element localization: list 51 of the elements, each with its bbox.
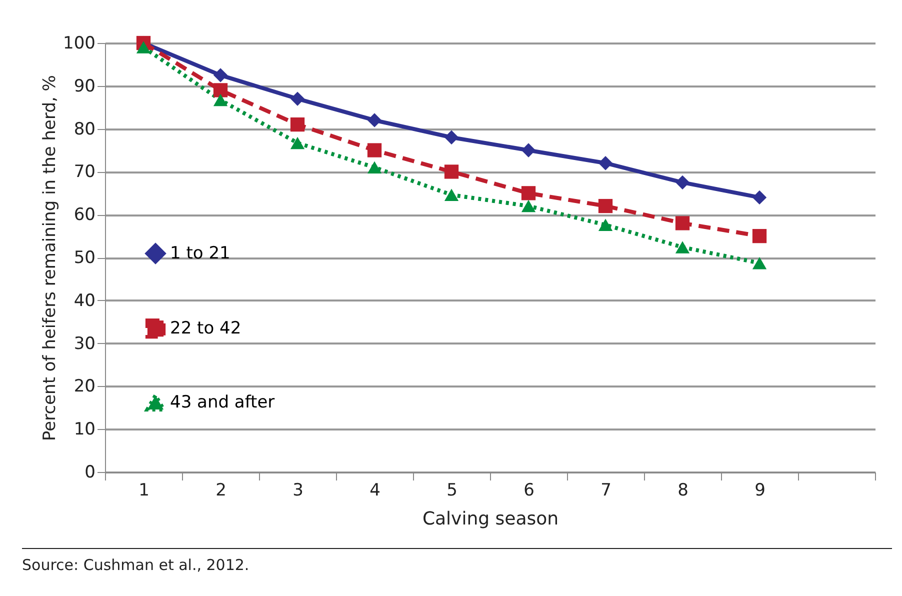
- point: [213, 68, 228, 82]
- x-tick-label: 7: [600, 480, 612, 500]
- y-tick-label: 90: [74, 76, 96, 96]
- x-tick-label: 6: [524, 480, 534, 500]
- point: [290, 92, 305, 106]
- y-tick-label: 0: [84, 462, 96, 482]
- y-tick-label: 30: [74, 334, 96, 354]
- point: [213, 94, 228, 106]
- point: [598, 156, 613, 170]
- point: [367, 161, 382, 174]
- x-tick-label: 1: [138, 480, 150, 500]
- point: [213, 83, 228, 98]
- x-tick-label: 8: [678, 480, 688, 500]
- y-tick-label: 60: [74, 205, 96, 226]
- y-tick-label: 10: [74, 420, 96, 440]
- point: [136, 41, 151, 54]
- y-tick-label: 100: [63, 34, 96, 54]
- x-tick-label: 9: [754, 480, 766, 500]
- point: [752, 256, 767, 270]
- point: [444, 188, 459, 201]
- point: [521, 186, 536, 200]
- point: [521, 200, 536, 212]
- point: [521, 143, 536, 158]
- point: [675, 216, 690, 230]
- point: [444, 164, 459, 179]
- x-tick-label: 5: [446, 480, 458, 500]
- point: [598, 198, 613, 214]
- legend-label: 1 to 21: [170, 244, 230, 264]
- source-note: Source: Cushman et al., 2012.: [22, 556, 250, 574]
- legend-label: 22 to 42: [170, 318, 242, 338]
- y-tick-label: 20: [74, 376, 96, 397]
- point: [367, 113, 382, 128]
- y-tick-label: 40: [74, 290, 96, 311]
- y-axis-title: Percent of heifers remaining in the herd, %: [40, 75, 60, 441]
- point: [290, 117, 305, 132]
- point: [675, 175, 690, 190]
- point: [752, 190, 767, 205]
- point: [675, 241, 690, 254]
- x-tick-label: 3: [292, 480, 304, 500]
- x-tick-label: 4: [370, 480, 380, 500]
- point: [598, 218, 613, 232]
- legend-label: 43 and after: [170, 392, 275, 412]
- point: [752, 228, 767, 244]
- y-tick-label: 70: [74, 162, 96, 182]
- point: [290, 136, 305, 150]
- y-tick-label: 80: [74, 119, 96, 140]
- point: [367, 143, 382, 158]
- x-tick-label: 2: [216, 480, 226, 500]
- x-axis-title: Calving season: [422, 508, 559, 530]
- y-tick-label: 50: [74, 248, 96, 268]
- point: [444, 130, 459, 144]
